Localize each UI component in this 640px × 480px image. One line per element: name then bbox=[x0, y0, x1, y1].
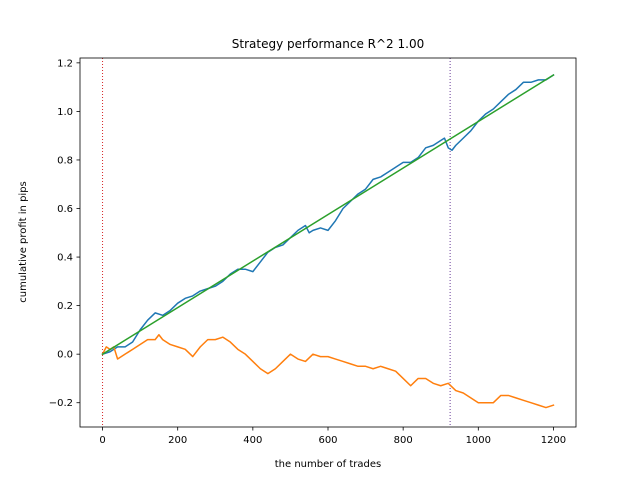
x-tick-label: 200 bbox=[168, 435, 187, 446]
x-tick-label: 1000 bbox=[466, 435, 491, 446]
series-line-1 bbox=[101, 334, 555, 409]
x-tick-label: 800 bbox=[394, 435, 413, 446]
x-tick-label: 0 bbox=[99, 435, 105, 446]
y-tick-label: 1.2 bbox=[57, 58, 73, 69]
plot-inner bbox=[101, 58, 555, 427]
y-axis-label: cumulative profit in pips bbox=[18, 181, 29, 303]
series-line-2 bbox=[101, 73, 555, 356]
y-tick-label: −0.2 bbox=[49, 398, 73, 409]
x-tick-label: 1200 bbox=[541, 435, 566, 446]
chart-title: Strategy performance R^2 1.00 bbox=[232, 37, 424, 51]
series-line-0 bbox=[101, 73, 555, 356]
y-tick-label: 0.8 bbox=[57, 155, 73, 166]
y-tick-label: 0.4 bbox=[57, 253, 73, 264]
y-axis-ticks: −0.2 0.0 0.2 0.4 0.6 0.8 1.0 1.2 bbox=[49, 58, 80, 409]
x-axis-ticks: 0 200 400 600 800 1000 1200 bbox=[99, 427, 566, 446]
y-tick-label: 1.0 bbox=[57, 107, 73, 118]
x-axis-label: the number of trades bbox=[275, 459, 381, 470]
x-tick-label: 600 bbox=[318, 435, 337, 446]
x-tick-label: 400 bbox=[243, 435, 262, 446]
y-tick-label: 0.0 bbox=[57, 350, 73, 361]
y-tick-label: 0.6 bbox=[57, 204, 73, 215]
y-tick-label: 0.2 bbox=[57, 301, 73, 312]
